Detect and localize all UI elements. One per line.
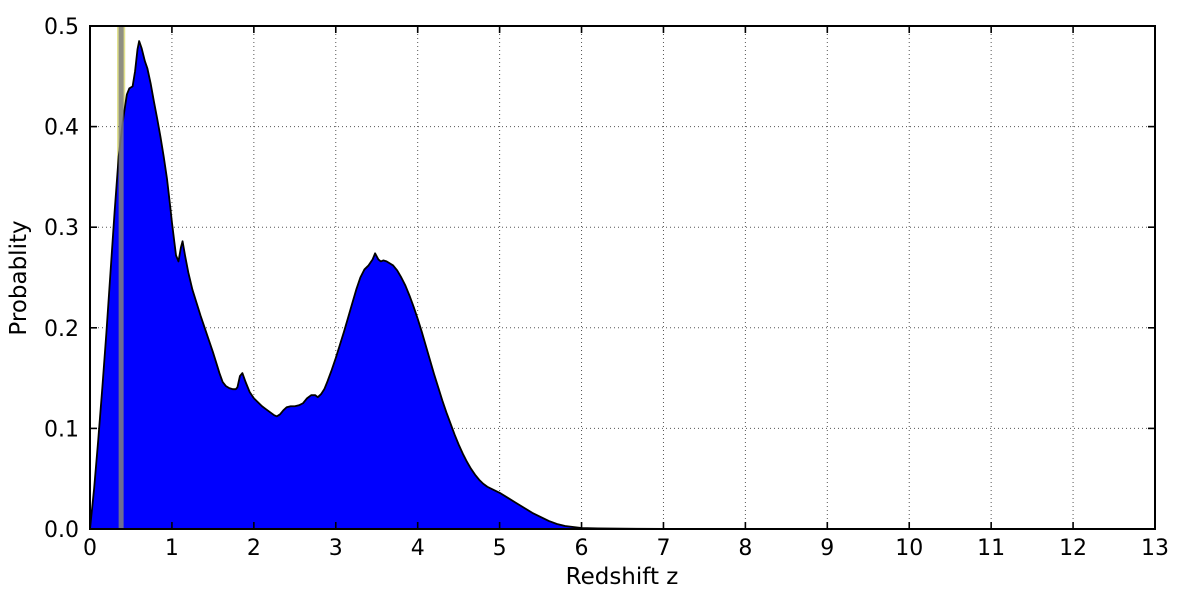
plot-frame <box>89 25 1156 530</box>
redshift-best-fit-line <box>118 26 124 529</box>
x-tick-label: 10 <box>895 536 923 561</box>
x-tick-label: 5 <box>493 536 507 561</box>
y-axis-tick-labels: 0.0 0.1 0.2 0.3 0.4 0.5 <box>44 15 79 543</box>
x-tick-label: 7 <box>656 536 670 561</box>
x-tick-label: 6 <box>575 536 589 561</box>
annotation-overlay <box>118 26 124 529</box>
y-axis-label: Probablity <box>6 220 32 335</box>
x-axis-tick-labels: 0 1 2 3 4 5 6 7 8 9 10 11 12 13 <box>83 536 1169 561</box>
x-tick-label: 9 <box>820 536 834 561</box>
series-area-fill <box>90 41 1155 530</box>
x-tick-label: 8 <box>738 536 752 561</box>
x-axis-ticks <box>89 26 1156 529</box>
x-tick-label: 1 <box>165 536 179 561</box>
y-axis-ticks <box>90 25 1155 530</box>
y-tick-label: 0.2 <box>44 317 79 342</box>
x-tick-label: 13 <box>1141 536 1169 561</box>
x-axis-label: Redshift z <box>566 564 679 590</box>
y-tick-label: 0.4 <box>44 116 79 141</box>
series-layer <box>89 40 1155 530</box>
y-tick-label: 0.1 <box>44 417 79 442</box>
y-tick-label: 0.3 <box>44 216 79 241</box>
y-tick-label: 0.5 <box>44 15 79 40</box>
x-tick-label: 3 <box>329 536 343 561</box>
series-outline <box>89 40 1155 530</box>
x-tick-label: 12 <box>1059 536 1087 561</box>
x-tick-label: 11 <box>977 536 1005 561</box>
x-tick-label: 4 <box>411 536 425 561</box>
x-tick-label: 0 <box>83 536 97 561</box>
x-tick-label: 2 <box>247 536 261 561</box>
y-tick-label: 0.0 <box>44 518 79 543</box>
